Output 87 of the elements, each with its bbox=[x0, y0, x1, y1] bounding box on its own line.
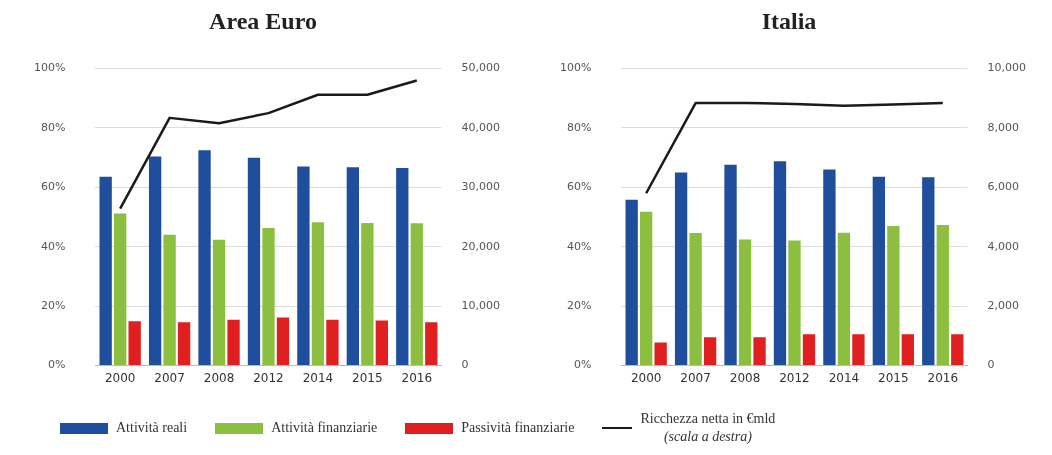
bar bbox=[654, 342, 667, 365]
bar bbox=[703, 337, 717, 365]
bar bbox=[396, 168, 409, 365]
x-tick-label: 2014 bbox=[302, 370, 334, 385]
y2-tick-label: 8,000 bbox=[987, 120, 1020, 134]
legend-label: Attività finanziarie bbox=[271, 420, 378, 436]
bar bbox=[375, 320, 389, 365]
y2-tick-label: 4,000 bbox=[987, 239, 1020, 253]
bar bbox=[99, 176, 112, 365]
x-tick-label: 2012 bbox=[253, 370, 284, 385]
x-tick-label: 2016 bbox=[401, 370, 433, 385]
x-tick-label: 2016 bbox=[927, 370, 959, 385]
bar bbox=[788, 240, 801, 365]
x-tick-label: 2015 bbox=[352, 370, 383, 385]
x-tick-label: 2015 bbox=[878, 370, 909, 385]
bar bbox=[738, 239, 752, 365]
y-tick-label: 20% bbox=[40, 298, 66, 312]
bar bbox=[163, 234, 176, 365]
x-tick-label: 2000 bbox=[630, 370, 662, 385]
y2-tick-label: 40,000 bbox=[461, 120, 501, 134]
text: (scala a destra) bbox=[663, 428, 752, 446]
bar bbox=[753, 337, 766, 365]
y-tick-label: 0% bbox=[573, 358, 592, 372]
bar bbox=[625, 199, 638, 365]
y-tick-label: 100% bbox=[33, 61, 66, 75]
y2-tick-label: 2,000 bbox=[987, 298, 1020, 312]
y2-tick-label: 20,000 bbox=[461, 239, 501, 253]
bar bbox=[936, 225, 949, 365]
bar bbox=[410, 223, 423, 365]
bar bbox=[773, 161, 787, 365]
chart-title: Italia bbox=[760, 8, 818, 35]
bar bbox=[951, 334, 964, 365]
x-tick-label: 2007 bbox=[680, 370, 711, 385]
bar bbox=[802, 334, 816, 365]
bar bbox=[177, 322, 191, 365]
bar bbox=[212, 239, 226, 365]
y-tick-label: 40% bbox=[566, 239, 592, 253]
bar bbox=[852, 334, 865, 365]
x-tick-label: 2008 bbox=[729, 370, 761, 385]
bar bbox=[346, 167, 360, 365]
legend-label: Ricchezza netta in €mld bbox=[640, 410, 776, 428]
bar bbox=[361, 222, 374, 365]
bar bbox=[887, 225, 900, 365]
y-tick-label: 60% bbox=[40, 180, 66, 194]
bar bbox=[674, 172, 688, 365]
x-tick-label: 2014 bbox=[828, 370, 860, 385]
bar bbox=[198, 150, 211, 365]
bar bbox=[640, 211, 653, 365]
x-tick-label: 2012 bbox=[779, 370, 810, 385]
chart-title: Area Euro bbox=[208, 8, 318, 35]
legend-label: Attività reali bbox=[116, 420, 188, 436]
y2-tick-label: 6,000 bbox=[987, 180, 1020, 194]
y-tick-label: 20% bbox=[566, 298, 592, 312]
y-tick-label: 100% bbox=[559, 61, 592, 75]
y-tick-label: 80% bbox=[40, 120, 66, 134]
bar bbox=[326, 319, 339, 365]
bar bbox=[425, 322, 438, 365]
y2-tick-label: 10,000 bbox=[461, 298, 501, 312]
bar bbox=[297, 166, 310, 365]
bar bbox=[724, 164, 737, 365]
y2-tick-label: 50,000 bbox=[461, 61, 501, 75]
x-tick-label: 2000 bbox=[104, 370, 136, 385]
bar bbox=[262, 227, 275, 365]
y-tick-label: 40% bbox=[40, 239, 66, 253]
y-tick-label: 0% bbox=[47, 358, 66, 372]
bar bbox=[837, 232, 851, 365]
y2-tick-label: 0 bbox=[987, 358, 995, 372]
y-tick-label: 80% bbox=[566, 120, 592, 134]
bar bbox=[823, 169, 836, 365]
bar bbox=[901, 334, 915, 365]
bar bbox=[247, 157, 261, 365]
y-tick-label: 60% bbox=[566, 180, 592, 194]
x-tick-label: 2007 bbox=[154, 370, 185, 385]
bar bbox=[872, 176, 886, 365]
bar bbox=[922, 177, 935, 365]
y2-tick-label: 30,000 bbox=[461, 180, 501, 194]
bar bbox=[689, 233, 702, 365]
bar bbox=[227, 319, 240, 365]
y2-tick-label: 10,000 bbox=[987, 61, 1027, 75]
x-tick-label: 2008 bbox=[203, 370, 235, 385]
bar bbox=[148, 156, 162, 365]
bar bbox=[276, 317, 290, 365]
bar bbox=[128, 321, 141, 365]
legend-label: Passività finanziarie bbox=[461, 420, 575, 436]
bar bbox=[311, 222, 325, 365]
y2-tick-label: 0 bbox=[461, 358, 469, 372]
bar bbox=[114, 213, 127, 365]
